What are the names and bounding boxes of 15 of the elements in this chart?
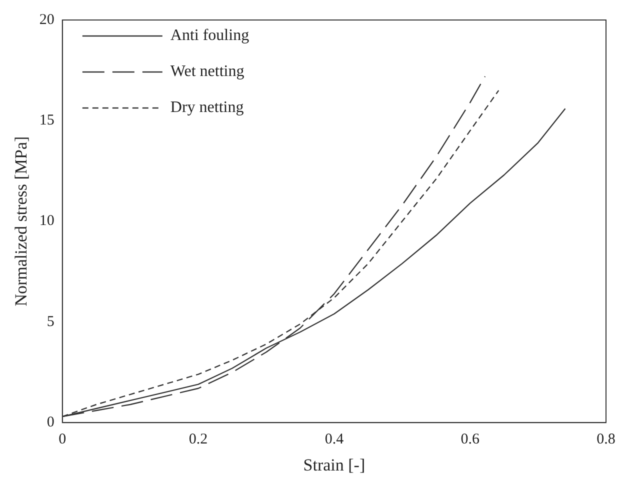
y-tick-label: 5	[46, 314, 54, 330]
y-tick-label: 10	[39, 213, 54, 230]
x-axis-title: Strain [-]	[303, 455, 366, 474]
x-tick-label: 0.6	[460, 432, 480, 448]
y-tick-label: 15	[39, 112, 54, 129]
legend-label: Dry netting	[170, 99, 244, 116]
y-tick-label: 20	[39, 12, 54, 28]
y-tick-label: 0	[46, 414, 54, 431]
x-tick-label: 0.8	[596, 432, 616, 448]
x-tick-label: 0.2	[188, 432, 208, 448]
y-axis-title: Normalized stress [MPa]	[12, 136, 31, 306]
x-tick-label: 0.4	[324, 432, 344, 448]
legend-label: Wet netting	[170, 63, 244, 80]
legend-label: Anti fouling	[170, 27, 250, 44]
x-tick-label: 0	[58, 432, 66, 448]
